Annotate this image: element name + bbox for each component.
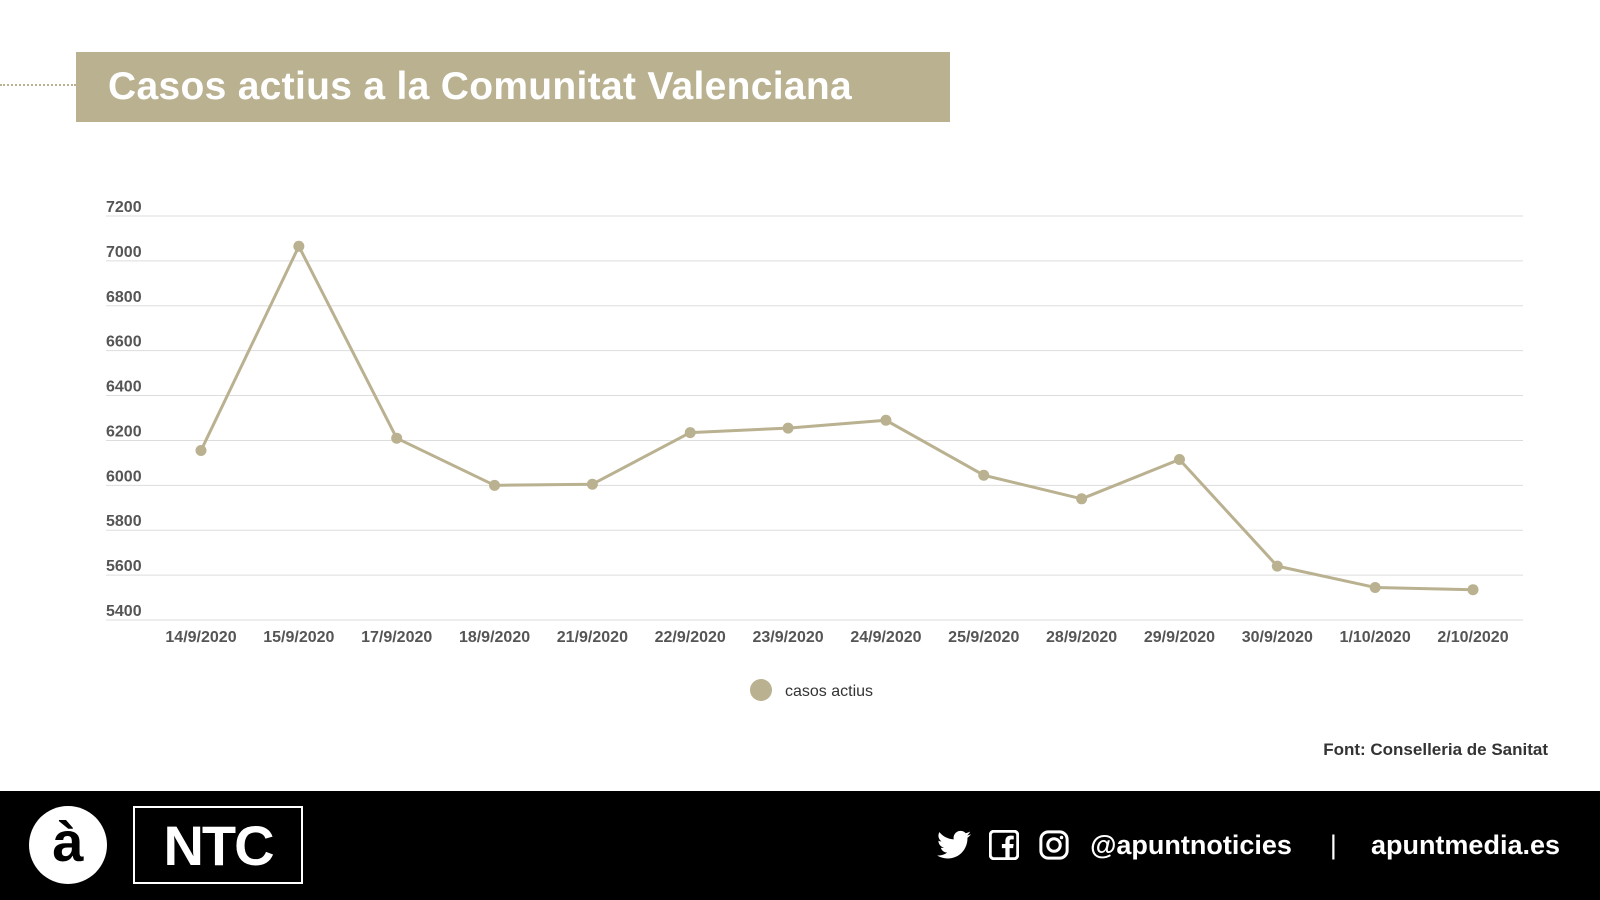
x-tick-label: 17/9/2020 [361,629,432,646]
x-tick-label: 24/9/2020 [850,629,921,646]
x-tick-label: 15/9/2020 [263,629,334,646]
data-point[interactable] [195,445,207,457]
data-point[interactable] [293,240,305,252]
legend-label: casos actius [785,683,873,700]
data-point[interactable] [1369,581,1381,593]
data-point[interactable] [782,422,794,434]
x-tick-label: 14/9/2020 [165,629,236,646]
page-title: Casos actius a la Comunitat Valenciana [108,65,853,108]
x-tick-label: 2/10/2020 [1437,629,1508,646]
y-tick-label: 6200 [106,423,142,440]
data-point[interactable] [391,432,403,444]
data-point[interactable] [489,479,501,491]
y-tick-label: 6600 [106,334,142,351]
social-links: @apuntnoticies | apuntmedia.es [936,821,1560,869]
y-tick-label: 6000 [106,468,142,485]
x-tick-label: 28/9/2020 [1046,629,1117,646]
ntc-logo: NTC [133,806,303,884]
twitter-icon[interactable] [936,827,972,863]
line-chart: 5400 5600 5800 6000 6200 6400 6600 6800 7000 7200… [106,199,1523,701]
x-tick-label: 29/9/2020 [1144,629,1215,646]
data-point[interactable] [684,427,696,439]
data-point[interactable] [1076,493,1088,505]
data-point[interactable] [586,478,598,490]
y-tick-label: 5800 [106,513,142,530]
x-tick-label: 1/10/2020 [1340,629,1411,646]
facebook-icon[interactable] [986,827,1022,863]
ntc-logo-text: NTC [163,813,274,877]
data-point[interactable] [1271,560,1283,572]
legend-marker [750,679,772,701]
y-tick-label: 5400 [106,603,142,620]
instagram-icon[interactable] [1036,827,1072,863]
apunt-logo-mark: à [52,810,84,873]
apunt-logo: à [29,806,107,884]
website-link[interactable]: apuntmedia.es [1370,829,1560,860]
footer-separator: | [1329,829,1337,860]
x-tick-label: 30/9/2020 [1242,629,1313,646]
y-tick-label: 6400 [106,379,142,396]
title-dotted-rule [0,84,76,86]
y-tick-label: 7000 [106,244,142,261]
series-line [199,244,1474,592]
x-tick-label: 22/9/2020 [655,629,726,646]
y-tick-label: 5600 [106,558,142,575]
x-tick-label: 25/9/2020 [948,629,1019,646]
title-banner: Casos actius a la Comunitat Valenciana [76,52,950,122]
source-note: Font: Conselleria de Sanitat [1323,740,1548,759]
y-tick-label: 6800 [106,289,142,306]
social-handle[interactable]: @apuntnoticies [1090,829,1292,860]
y-tick-label: 7200 [106,199,142,216]
x-tick-label: 18/9/2020 [459,629,530,646]
data-point[interactable] [1467,584,1479,596]
footer-bar: à NTC @apuntnoticies | apuntmedia.es [0,791,1600,900]
data-point[interactable] [880,414,892,426]
x-tick-label: 21/9/2020 [557,629,628,646]
data-point[interactable] [978,469,990,481]
x-tick-label: 23/9/2020 [752,629,823,646]
data-point[interactable] [1173,454,1185,466]
